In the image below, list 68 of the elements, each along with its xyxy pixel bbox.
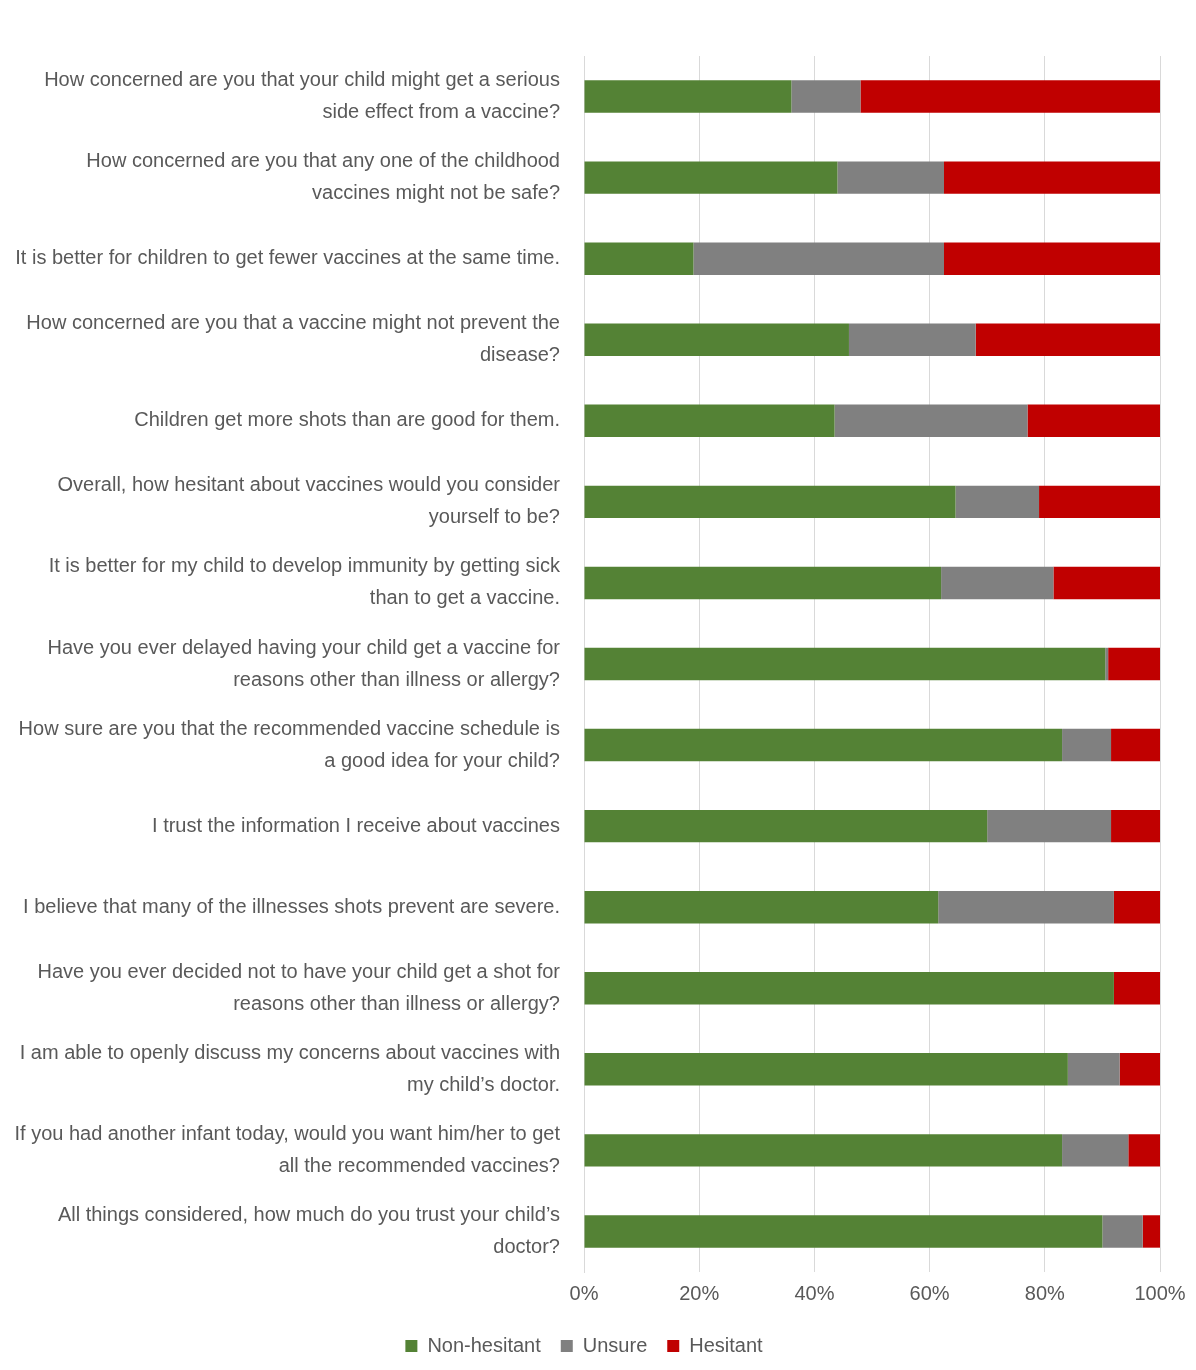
bar — [584, 566, 942, 600]
bar — [584, 485, 956, 519]
bar — [944, 161, 1160, 194]
bar — [860, 80, 1160, 113]
y-tick-label: Have you ever delayed having your child get a vaccine for reasons other than illness or allergy? — [47, 635, 561, 690]
bar — [1142, 1215, 1160, 1248]
bar — [584, 1134, 1063, 1167]
bar — [584, 80, 792, 113]
bar — [584, 1053, 1068, 1086]
bar — [584, 809, 988, 843]
bar — [1067, 1053, 1120, 1086]
bar — [584, 161, 838, 194]
bar — [1113, 890, 1160, 924]
y-tick-label: How sure are you that the recommended vaccine schedule is a good idea for your child? — [18, 716, 560, 771]
y-tick-label: All things considered, how much do you trust your child’s doctor? — [57, 1202, 560, 1257]
y-tick-label: How concerned are you that a vaccine might not prevent the disease? — [26, 311, 560, 366]
y-tick-label: How concerned are you that any one of the childhood vaccines might not be safe? — [86, 149, 560, 204]
bar — [1062, 1134, 1129, 1167]
y-tick-label: I believe that many of the illnesses shots prevent are severe. — [23, 894, 560, 917]
bar — [1102, 1215, 1143, 1248]
bar — [987, 809, 1112, 843]
bar — [1111, 809, 1160, 843]
y-tick-label: If you had another infant today, would you want him/her to get all the recommended vaccines? — [14, 1121, 561, 1176]
bar — [584, 1215, 1103, 1248]
x-tick-label: 100% — [1134, 1281, 1186, 1304]
bar — [1053, 566, 1160, 600]
y-tick-label: It is better for my child to develop immunity by getting sick than to get a vaccine. — [48, 554, 561, 609]
x-tick-label: 20% — [679, 1281, 720, 1304]
bar — [584, 890, 939, 924]
bar — [693, 242, 944, 275]
bar — [944, 242, 1160, 275]
bar — [1111, 728, 1160, 762]
y-tick-label: Overall, how hesitant about vaccines would you consider yourself to be? — [57, 473, 561, 528]
bar — [1039, 485, 1160, 519]
bar — [848, 323, 976, 356]
x-tick-label: 80% — [1024, 1281, 1066, 1304]
legend-label: Non-hesitant — [427, 1333, 542, 1356]
x-tick-label: 60% — [909, 1281, 950, 1304]
bar — [584, 647, 1106, 681]
bar — [1105, 647, 1109, 681]
bar — [584, 972, 1114, 1005]
bar — [955, 485, 1040, 519]
bar — [938, 890, 1114, 924]
bar — [584, 242, 694, 275]
y-tick-label: Children get more shots than are good for them. — [134, 408, 560, 431]
y-tick-label: How concerned are you that your child might get a serious side effect from a vaccine? — [44, 68, 560, 123]
bar — [791, 80, 861, 113]
bar — [584, 728, 1063, 762]
y-tick-label: I am able to openly discuss my concerns about vaccines with my child’s doctor. — [19, 1040, 560, 1095]
bar — [1119, 1053, 1160, 1086]
y-tick-label: I trust the information I receive about vaccines — [152, 813, 560, 836]
bar — [584, 323, 849, 356]
bar — [1128, 1134, 1160, 1167]
bar — [584, 404, 835, 438]
legend-label: Hesitant — [689, 1333, 764, 1356]
y-tick-label: Have you ever decided not to have your child get a shot for reasons other than illness or allergy? — [37, 959, 561, 1014]
x-tick-label: 40% — [794, 1281, 835, 1304]
bar — [1113, 972, 1160, 1005]
bar — [941, 566, 1054, 600]
y-tick-label: It is better for children to get fewer vaccines at the same time. — [15, 246, 560, 269]
bar — [975, 323, 1160, 356]
bar — [837, 161, 944, 194]
x-tick-label: 0% — [569, 1281, 599, 1304]
bar — [834, 404, 1028, 438]
legend-label: Unsure — [582, 1333, 648, 1356]
bar — [1108, 647, 1160, 681]
bar — [1027, 404, 1160, 438]
bar — [1062, 728, 1112, 762]
